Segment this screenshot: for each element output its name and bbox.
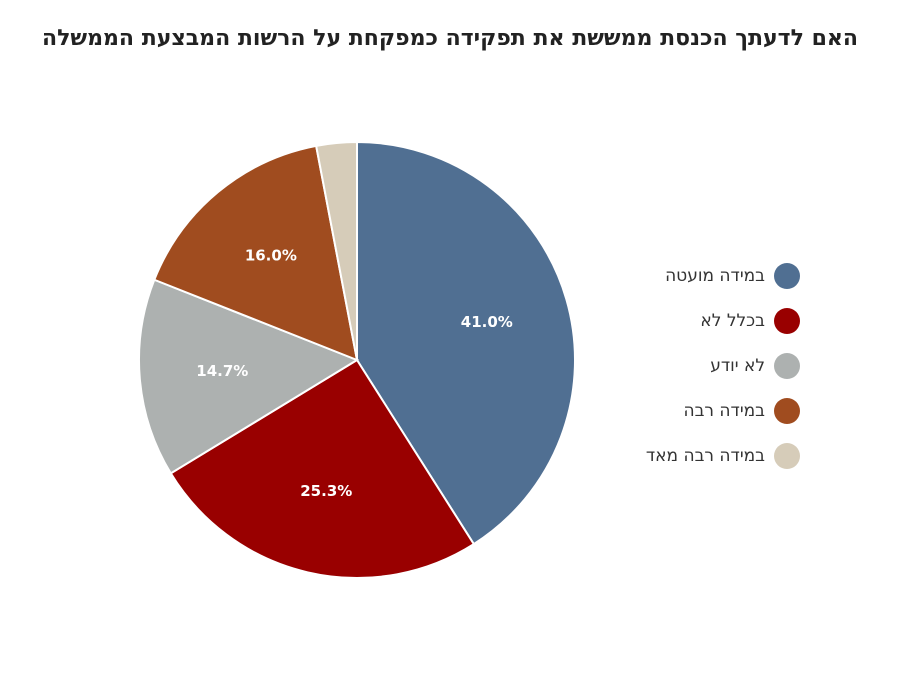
slice-data-label-0: 41.0%: [461, 313, 513, 331]
legend-item-3[interactable]: במידה רבה: [620, 388, 800, 433]
legend-marker-icon: [774, 352, 800, 379]
legend-label: במידה רבה מאד: [645, 445, 765, 466]
legend-item-0[interactable]: במידה מועטה: [620, 253, 800, 298]
chart-title: האם לדעתך הכנסת ממששת את תפקידה כמפקחת ע…: [41, 26, 859, 51]
slice-data-label-3: 16.0%: [245, 246, 297, 264]
slice-data-label-2: 14.7%: [196, 362, 248, 380]
legend-label: במידה רבה: [683, 400, 766, 421]
pie-data-labels: 41.0% 25.3% 14.7% 16.0%: [196, 246, 513, 500]
slice-data-label-1: 25.3%: [300, 482, 352, 500]
pie-slice-0[interactable]: [356, 140, 576, 546]
legend: במידה מועטה בכלל לא לא יודע במידה רבה במידה …: [620, 253, 800, 478]
pie-slice-2[interactable]: [138, 278, 360, 475]
pie-slice-4[interactable]: [314, 140, 358, 361]
legend-item-2[interactable]: לא יודע: [620, 343, 800, 388]
pie-slices: [138, 140, 576, 579]
legend-marker-icon: [774, 307, 800, 334]
legend-marker-icon: [774, 442, 800, 469]
legend-item-1[interactable]: בכלל לא: [620, 298, 800, 343]
legend-label: במידה מועטה: [665, 265, 765, 286]
pie-slice-1[interactable]: [169, 358, 476, 579]
legend-label: בכלל לא: [700, 310, 765, 331]
legend-marker-icon: [774, 262, 800, 289]
legend-label: לא יודע: [710, 355, 765, 376]
pie-slice-3[interactable]: [153, 144, 359, 362]
legend-marker-icon: [774, 397, 800, 424]
legend-item-4[interactable]: במידה רבה מאד: [620, 433, 800, 478]
